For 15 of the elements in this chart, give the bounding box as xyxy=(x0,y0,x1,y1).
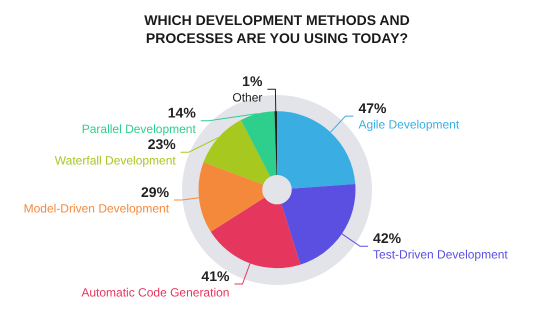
slice-label: Automatic Code Generation xyxy=(81,286,230,300)
slice-label: Parallel Development xyxy=(82,122,196,136)
chart-title: WHICH DEVELOPMENT METHODS AND PROCESSES ARE YOU USING TODAY? xyxy=(144,12,410,46)
slice-label: Model-Driven Development xyxy=(24,202,170,216)
data-label: 41% xyxy=(201,268,230,284)
data-label: 1% xyxy=(242,73,263,90)
data-label: 29% xyxy=(141,184,170,200)
slice-label: Test-Driven Development xyxy=(373,248,508,262)
slice-label: Other xyxy=(232,90,262,105)
slice-label: Waterfall Development xyxy=(54,154,176,168)
data-label: 42% xyxy=(373,230,402,246)
data-label: 23% xyxy=(148,136,176,152)
data-label: 14% xyxy=(168,104,196,121)
slice-label: Agile Development xyxy=(358,118,460,132)
data-label: 47% xyxy=(358,100,388,116)
